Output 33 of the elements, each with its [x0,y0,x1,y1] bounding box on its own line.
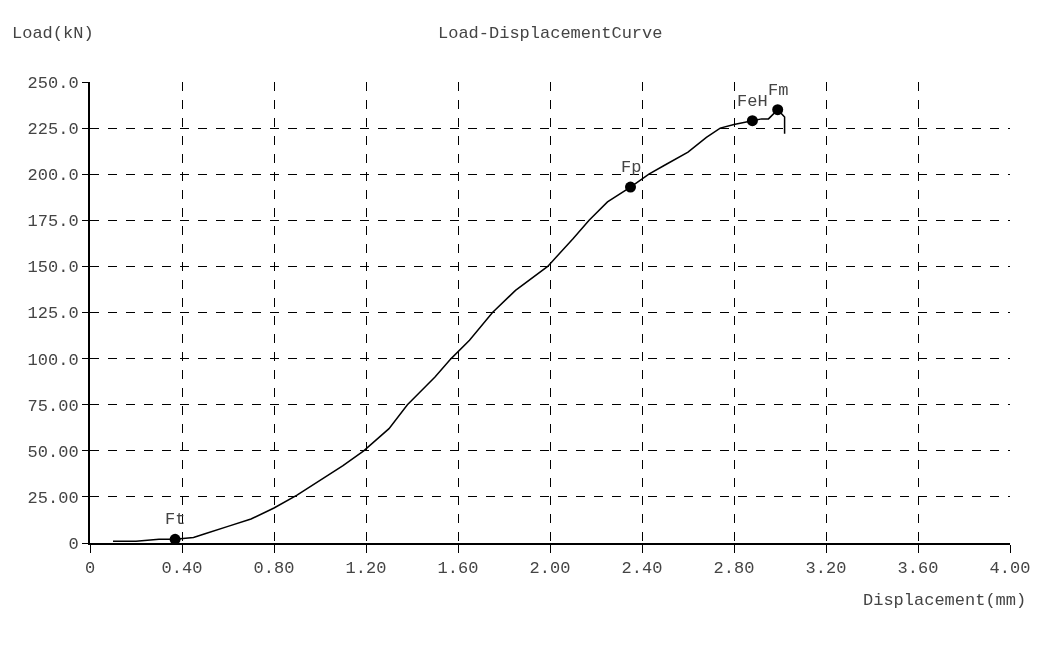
y-tick-label: 75.00 [27,396,79,416]
point [625,181,636,193]
x-tick-label: 0 [84,559,96,579]
y-tick-label: 125.0 [27,304,79,324]
annotation: FeH [737,92,768,111]
x-tick-label: 3.20 [805,559,847,579]
x-tick-label: 0.80 [253,559,295,579]
x-tick-label: 2.00 [529,559,571,579]
x-tick-label: 2.40 [621,559,663,579]
annotation: Fp [621,158,642,177]
point [746,115,758,127]
y-tick-label: 250.0 [27,73,79,93]
point [772,104,784,116]
x-tick-label: 1.20 [345,559,387,579]
y-tick-label: 175.0 [27,212,79,232]
chart-title: Load-DisplacementCurve [438,24,663,43]
point [169,533,181,543]
y-tick-label: 100.0 [27,350,79,370]
x-tick-label: 3.60 [897,559,939,579]
y-tick-label: 50.00 [27,442,79,462]
y-tick-label: 0 [68,534,79,554]
annotation: Ft [165,510,186,529]
x-tick-label: 2.80 [713,559,755,579]
y-tick-label: 225.0 [27,120,79,140]
x-axis-title: Displacement(mm) [863,591,1027,610]
y-tick-label: 150.0 [27,258,79,278]
y-tick-label: 200.0 [27,166,79,186]
x-tick-label: 0.40 [161,559,203,579]
y-tick-label: 25.00 [27,488,79,508]
annotation: Fm [768,81,789,100]
x-tick-label: 4.00 [989,559,1031,579]
y-axis-title: Load(kN) [12,24,94,43]
x-tick-label: 1.60 [437,559,479,579]
